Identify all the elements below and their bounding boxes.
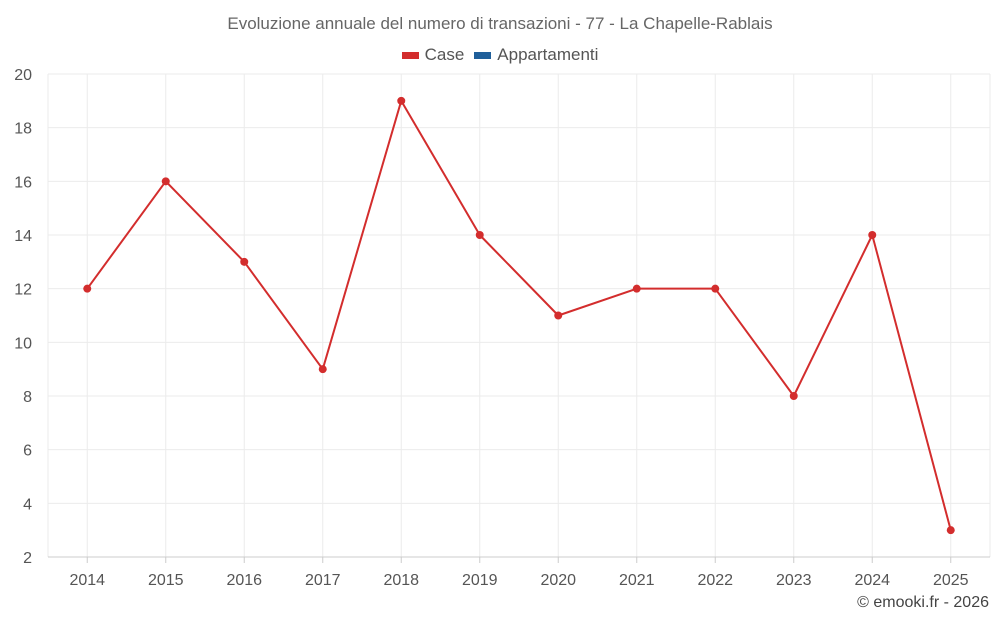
axes bbox=[48, 556, 990, 563]
legend: Case Appartamenti bbox=[0, 45, 1000, 65]
data-point bbox=[318, 365, 327, 374]
legend-swatch-appartamenti bbox=[474, 51, 492, 59]
x-tick-label: 2014 bbox=[69, 572, 105, 589]
x-tick-label: 2021 bbox=[619, 572, 655, 589]
y-tick-label: 6 bbox=[23, 443, 32, 460]
y-tick-label: 20 bbox=[14, 67, 32, 84]
x-tick-label: 2018 bbox=[383, 572, 419, 589]
x-tick-label: 2025 bbox=[933, 572, 969, 589]
y-axis-ticks: 2 4 6 8 10 12 14 16 18 20 bbox=[14, 67, 32, 567]
data-point bbox=[240, 257, 249, 266]
x-axis-ticks: 2014 2015 2016 2017 2018 2019 2020 2021 2022 2023… bbox=[69, 572, 968, 589]
grid-lines bbox=[47, 73, 991, 557]
y-tick-label: 8 bbox=[23, 389, 32, 406]
legend-item-case[interactable]: Case bbox=[401, 45, 465, 65]
x-tick-label: 2015 bbox=[148, 572, 184, 589]
data-point bbox=[946, 526, 955, 535]
legend-swatch-case bbox=[401, 51, 419, 59]
x-tick-label: 2022 bbox=[697, 572, 733, 589]
x-tick-label: 2024 bbox=[854, 572, 890, 589]
x-tick-label: 2016 bbox=[226, 572, 262, 589]
data-point bbox=[868, 231, 877, 239]
legend-label-case: Case bbox=[424, 45, 465, 64]
credit-text: © emooki.fr - 2026 bbox=[857, 594, 989, 611]
data-point bbox=[711, 284, 720, 293]
data-point bbox=[83, 284, 92, 293]
y-tick-label: 14 bbox=[14, 228, 32, 245]
data-point bbox=[397, 96, 406, 105]
series-line-case bbox=[86, 99, 952, 531]
y-tick-label: 10 bbox=[14, 335, 32, 352]
data-point bbox=[475, 231, 484, 239]
y-tick-label: 12 bbox=[14, 282, 32, 299]
x-tick-label: 2020 bbox=[540, 572, 576, 589]
x-tick-label: 2023 bbox=[776, 572, 812, 589]
legend-item-appartamenti[interactable]: Appartamenti bbox=[474, 45, 598, 65]
y-tick-label: 16 bbox=[14, 174, 32, 191]
y-tick-label: 4 bbox=[23, 496, 32, 513]
data-point bbox=[161, 177, 170, 186]
y-tick-label: 18 bbox=[14, 121, 32, 138]
x-tick-label: 2017 bbox=[305, 572, 341, 589]
series-layer bbox=[83, 96, 955, 535]
y-tick-label: 2 bbox=[23, 550, 32, 567]
data-point bbox=[789, 392, 798, 400]
data-point bbox=[554, 311, 563, 320]
chart-title: Evoluzione annuale del numero di transaz… bbox=[227, 14, 773, 33]
x-tick-label: 2019 bbox=[462, 572, 498, 589]
legend-label-appartamenti: Appartamenti bbox=[497, 45, 599, 64]
data-point bbox=[632, 284, 641, 293]
